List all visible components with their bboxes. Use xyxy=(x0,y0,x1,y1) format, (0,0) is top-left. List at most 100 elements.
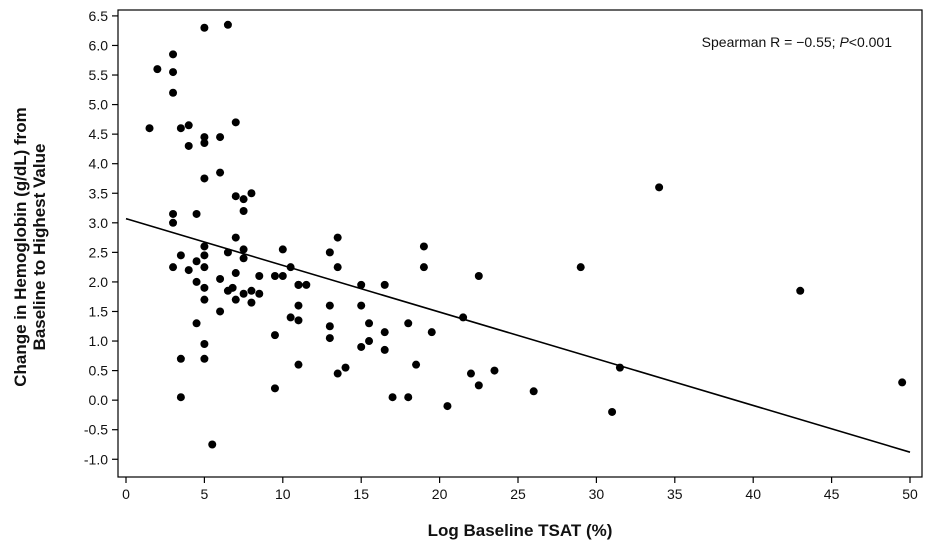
data-point xyxy=(427,328,436,337)
data-point xyxy=(325,334,334,343)
data-point xyxy=(286,263,295,272)
data-point xyxy=(184,266,193,275)
y-tick-label: 0.0 xyxy=(89,392,109,408)
data-point xyxy=(325,322,334,331)
y-axis-title-line2: Baseline to Highest Value xyxy=(30,144,49,351)
data-point xyxy=(169,218,178,227)
regression-line xyxy=(125,217,911,453)
data-point xyxy=(208,440,217,449)
data-point xyxy=(404,393,413,402)
x-tick-label: 15 xyxy=(353,486,369,502)
spearman-annotation: Spearman R = −0.55; P<0.001 xyxy=(702,34,893,50)
x-tick-label: 50 xyxy=(902,486,918,502)
data-point xyxy=(200,263,209,272)
data-point xyxy=(200,283,209,292)
data-point xyxy=(192,277,201,286)
y-tick-label: 3.5 xyxy=(89,185,109,201)
data-point xyxy=(239,289,248,298)
x-tick-label: 20 xyxy=(432,486,448,502)
data-point xyxy=(255,272,264,281)
axis-ticks xyxy=(112,15,911,483)
data-point xyxy=(239,254,248,263)
data-point xyxy=(247,189,256,198)
x-tick-label: 45 xyxy=(824,486,840,502)
data-point xyxy=(270,272,279,281)
data-point xyxy=(357,301,366,310)
data-point xyxy=(302,280,311,289)
y-tick-label: 6.0 xyxy=(89,37,109,53)
y-axis-title-line1: Change in Hemoglobin (g/dL) from xyxy=(11,107,30,387)
data-point xyxy=(341,363,350,372)
data-point xyxy=(176,393,185,402)
data-point xyxy=(231,295,240,304)
x-tick-label: 35 xyxy=(667,486,683,502)
data-point xyxy=(796,286,805,295)
data-point xyxy=(216,307,225,316)
data-point xyxy=(404,319,413,328)
data-point xyxy=(270,384,279,393)
data-point xyxy=(200,354,209,363)
data-point xyxy=(200,139,209,148)
data-point xyxy=(294,360,303,369)
data-point xyxy=(380,345,389,354)
data-point xyxy=(231,269,240,278)
data-point xyxy=(357,280,366,289)
y-tick-label: 3.0 xyxy=(89,215,109,231)
data-point xyxy=(357,342,366,351)
y-tick-label: 1.0 xyxy=(89,333,109,349)
data-point xyxy=(228,283,237,292)
data-point xyxy=(325,248,334,257)
data-point xyxy=(419,242,428,251)
data-point xyxy=(200,295,209,304)
data-point xyxy=(176,354,185,363)
data-point xyxy=(529,387,538,396)
data-point xyxy=(365,337,374,346)
data-point xyxy=(286,313,295,322)
data-point xyxy=(380,280,389,289)
y-tick-label: -0.5 xyxy=(84,422,108,438)
data-point xyxy=(200,174,209,183)
data-points xyxy=(145,20,907,449)
data-point xyxy=(576,263,585,272)
data-point xyxy=(169,50,178,59)
data-point xyxy=(278,272,287,281)
y-tick-label: 5.5 xyxy=(89,67,109,83)
x-tick-label: 0 xyxy=(122,486,130,502)
data-point xyxy=(459,313,468,322)
y-tick-label: 5.0 xyxy=(89,97,109,113)
data-point xyxy=(270,331,279,340)
data-point xyxy=(192,209,201,218)
y-tick-label: 4.0 xyxy=(89,156,109,172)
data-point xyxy=(615,363,624,372)
data-point xyxy=(176,251,185,260)
x-tick-label: 40 xyxy=(745,486,761,502)
data-point xyxy=(333,263,342,272)
data-point xyxy=(247,298,256,307)
data-point xyxy=(200,339,209,348)
data-point xyxy=(294,301,303,310)
data-point xyxy=(294,280,303,289)
data-point xyxy=(192,257,201,266)
data-point xyxy=(231,192,240,201)
data-point xyxy=(169,68,178,77)
data-point xyxy=(231,118,240,127)
data-point xyxy=(184,121,193,130)
data-point xyxy=(490,366,499,375)
data-point xyxy=(176,124,185,133)
data-point xyxy=(325,301,334,310)
data-point xyxy=(169,263,178,272)
data-point xyxy=(412,360,421,369)
x-tick-label: 5 xyxy=(201,486,209,502)
plot-frame xyxy=(117,9,923,478)
data-point xyxy=(365,319,374,328)
data-point xyxy=(239,245,248,254)
data-point xyxy=(898,378,907,387)
data-point xyxy=(419,263,428,272)
data-point xyxy=(655,183,664,192)
data-point xyxy=(145,124,154,133)
data-point xyxy=(200,251,209,260)
data-point xyxy=(200,242,209,251)
data-point xyxy=(216,168,225,177)
data-point xyxy=(153,65,162,74)
